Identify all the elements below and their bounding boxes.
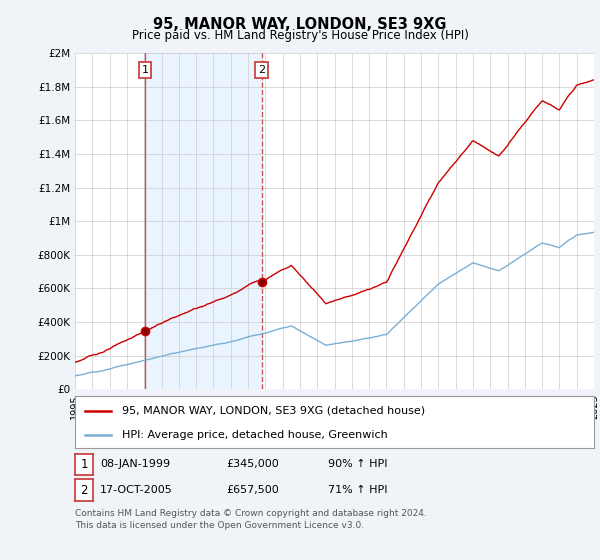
Text: 2: 2 <box>258 65 265 75</box>
Text: 2: 2 <box>80 483 88 497</box>
Text: 17-OCT-2005: 17-OCT-2005 <box>100 485 173 495</box>
Text: 08-JAN-1999: 08-JAN-1999 <box>100 459 170 469</box>
Text: HPI: Average price, detached house, Greenwich: HPI: Average price, detached house, Gree… <box>122 430 388 440</box>
Text: 71% ↑ HPI: 71% ↑ HPI <box>328 485 388 495</box>
Text: 95, MANOR WAY, LONDON, SE3 9XG (detached house): 95, MANOR WAY, LONDON, SE3 9XG (detached… <box>122 406 425 416</box>
Text: Contains HM Land Registry data © Crown copyright and database right 2024.
This d: Contains HM Land Registry data © Crown c… <box>75 509 427 530</box>
Bar <box>145 53 262 389</box>
Text: £345,000: £345,000 <box>226 459 279 469</box>
Text: Price paid vs. HM Land Registry's House Price Index (HPI): Price paid vs. HM Land Registry's House … <box>131 29 469 42</box>
Text: 1: 1 <box>142 65 149 75</box>
Text: 95, MANOR WAY, LONDON, SE3 9XG: 95, MANOR WAY, LONDON, SE3 9XG <box>153 17 447 32</box>
Text: 90% ↑ HPI: 90% ↑ HPI <box>328 459 388 469</box>
Text: 1: 1 <box>80 458 88 471</box>
Text: £657,500: £657,500 <box>226 485 279 495</box>
